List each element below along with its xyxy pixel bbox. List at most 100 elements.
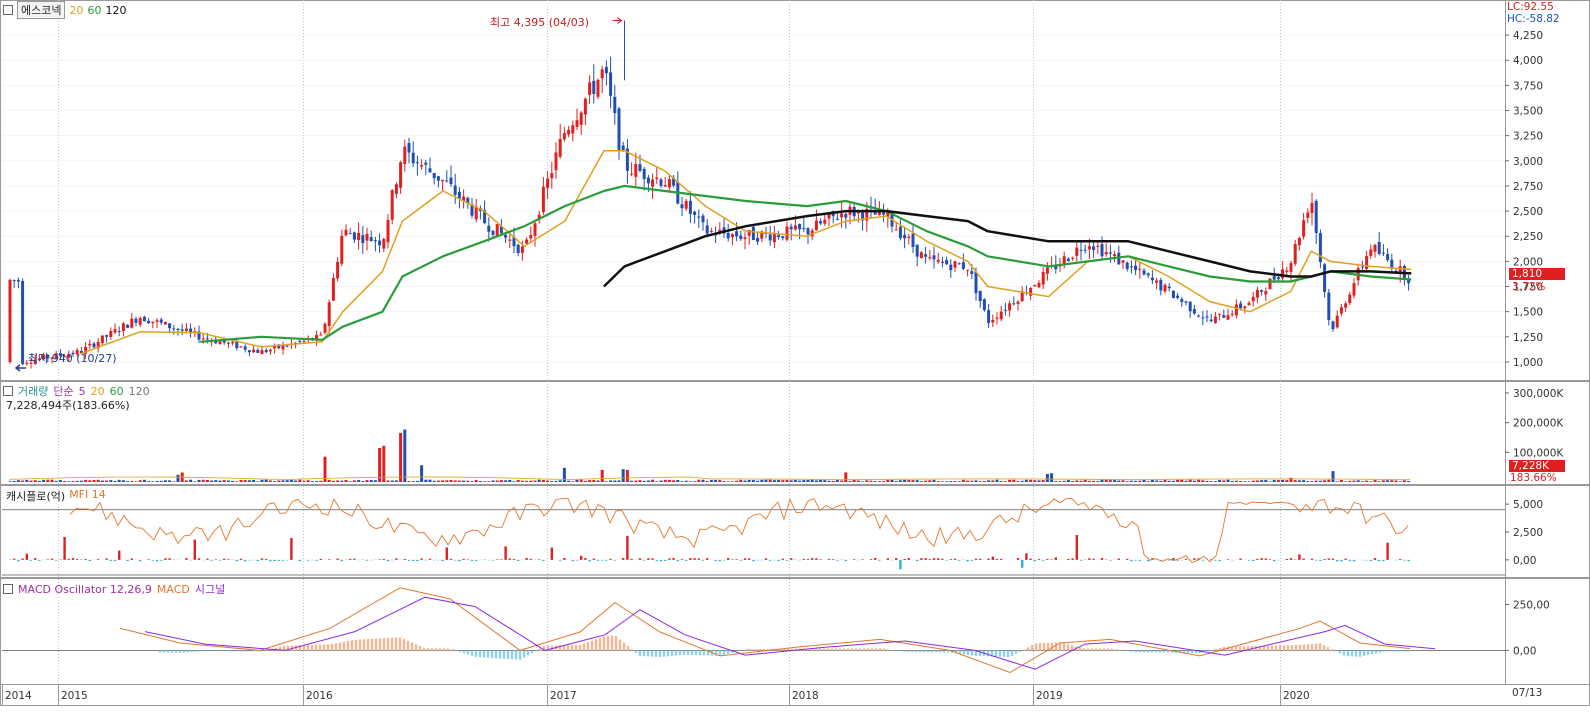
cashflow-bar (676, 559, 679, 562)
volume-bar (688, 481, 692, 482)
macd-osc-bar (990, 650, 994, 657)
volume-bar (1293, 480, 1297, 482)
candle-body (243, 346, 247, 350)
macd-osc-bar (394, 637, 398, 651)
macd-osc-bar (590, 640, 594, 651)
candle-body (743, 237, 747, 240)
candle-body (1054, 264, 1058, 270)
candle-body (1201, 317, 1205, 319)
volume-bar (856, 480, 860, 482)
candle-body (550, 173, 554, 179)
macd-osc-bar (1182, 650, 1186, 653)
cashflow-bar (1079, 559, 1083, 561)
macd-osc-bar (618, 639, 622, 651)
candle-body (1289, 263, 1293, 272)
macd-osc-bar (706, 650, 710, 656)
cashflow-bar (126, 559, 129, 562)
cashflow-bar (38, 559, 41, 561)
macd-osc-bar (650, 650, 654, 657)
collapse-icon[interactable] (3, 5, 13, 15)
macd-osc-bar (382, 638, 386, 651)
last-volume-badge: 7,228K (1509, 460, 1565, 472)
collapse-icon[interactable] (3, 584, 13, 594)
volume-bar (1209, 481, 1213, 482)
macd-osc-bar (298, 645, 302, 651)
candle-body (109, 330, 113, 337)
macd-osc-bar (898, 650, 902, 652)
macd-osc-bar (434, 648, 438, 651)
volume-bar (546, 480, 550, 482)
volume-bar (92, 479, 96, 482)
volume-bar (949, 481, 953, 482)
candle-body (1302, 220, 1306, 237)
candle-body (663, 185, 667, 187)
cashflow-bar (1373, 558, 1377, 560)
cashflow-bar (1214, 559, 1217, 561)
volume-bar (348, 481, 352, 482)
cashflow-bar (151, 559, 154, 561)
cashflow-bar (407, 559, 411, 561)
macd-osc-bar (718, 650, 722, 656)
volume-bar (558, 480, 562, 482)
cashflow-bar (420, 558, 423, 560)
volume-bar (323, 456, 327, 482)
cashflow-bar (1302, 558, 1305, 560)
volume-bar (961, 479, 965, 482)
cashflow-bar (336, 558, 339, 560)
volume-bar (529, 480, 533, 482)
candle-body (1344, 303, 1348, 308)
cashflow-bar (790, 558, 793, 560)
macd-osc-bar (166, 650, 170, 653)
candle-body (390, 190, 394, 220)
macd-osc-bar (346, 641, 350, 651)
cashflow-bar (197, 558, 201, 560)
cashflow-bar (206, 558, 209, 560)
cashflow-bar (458, 559, 461, 562)
candle-body (625, 148, 629, 171)
collapse-icon[interactable] (3, 386, 13, 396)
stock-name[interactable]: 에스코넥 (17, 1, 66, 19)
cashflow-bar (1264, 558, 1267, 560)
cashflow-bar (1100, 558, 1104, 560)
macd-osc-bar (1038, 643, 1042, 651)
volume-bar (785, 479, 789, 482)
candle-body (735, 231, 739, 237)
price-tick-label: 2,250 (1513, 231, 1543, 243)
cashflow-bar (1298, 554, 1301, 560)
volume-bar (260, 479, 264, 482)
macd-osc-bar (814, 648, 818, 651)
lc-label: LC:92.55 (1507, 1, 1554, 13)
volume-bar (957, 481, 961, 482)
volume-bar (214, 480, 218, 482)
macd-osc-bar (790, 648, 794, 651)
candle-body (512, 236, 516, 247)
volume-bar (483, 481, 487, 482)
candle-body (1218, 313, 1222, 315)
candle-body (739, 235, 743, 239)
candle-body (1264, 291, 1268, 295)
volume-bar (264, 479, 268, 482)
macd-osc-bar (1390, 650, 1394, 652)
volume-bar (537, 479, 541, 482)
volume-bar (1125, 481, 1129, 482)
candle-body (525, 239, 529, 244)
volume-bar (420, 465, 424, 482)
candle-body (1146, 273, 1150, 276)
cashflow-bar (46, 559, 49, 560)
candle-body (378, 240, 382, 246)
macd-osc-bar (1290, 645, 1294, 651)
volume-bar (1008, 479, 1012, 482)
volume-bar (71, 480, 75, 482)
macd-osc-bar (242, 650, 246, 652)
candle-body (781, 236, 785, 239)
macd-osc-bar (642, 650, 646, 657)
cashflow-bar (638, 558, 642, 560)
cashflow-bar (328, 559, 331, 560)
candle-body (168, 323, 172, 329)
candle-body (680, 204, 684, 209)
candle-body (92, 343, 96, 348)
volume-bar (46, 479, 50, 482)
macd-osc-bar (842, 648, 846, 651)
volume-bar (8, 481, 12, 482)
